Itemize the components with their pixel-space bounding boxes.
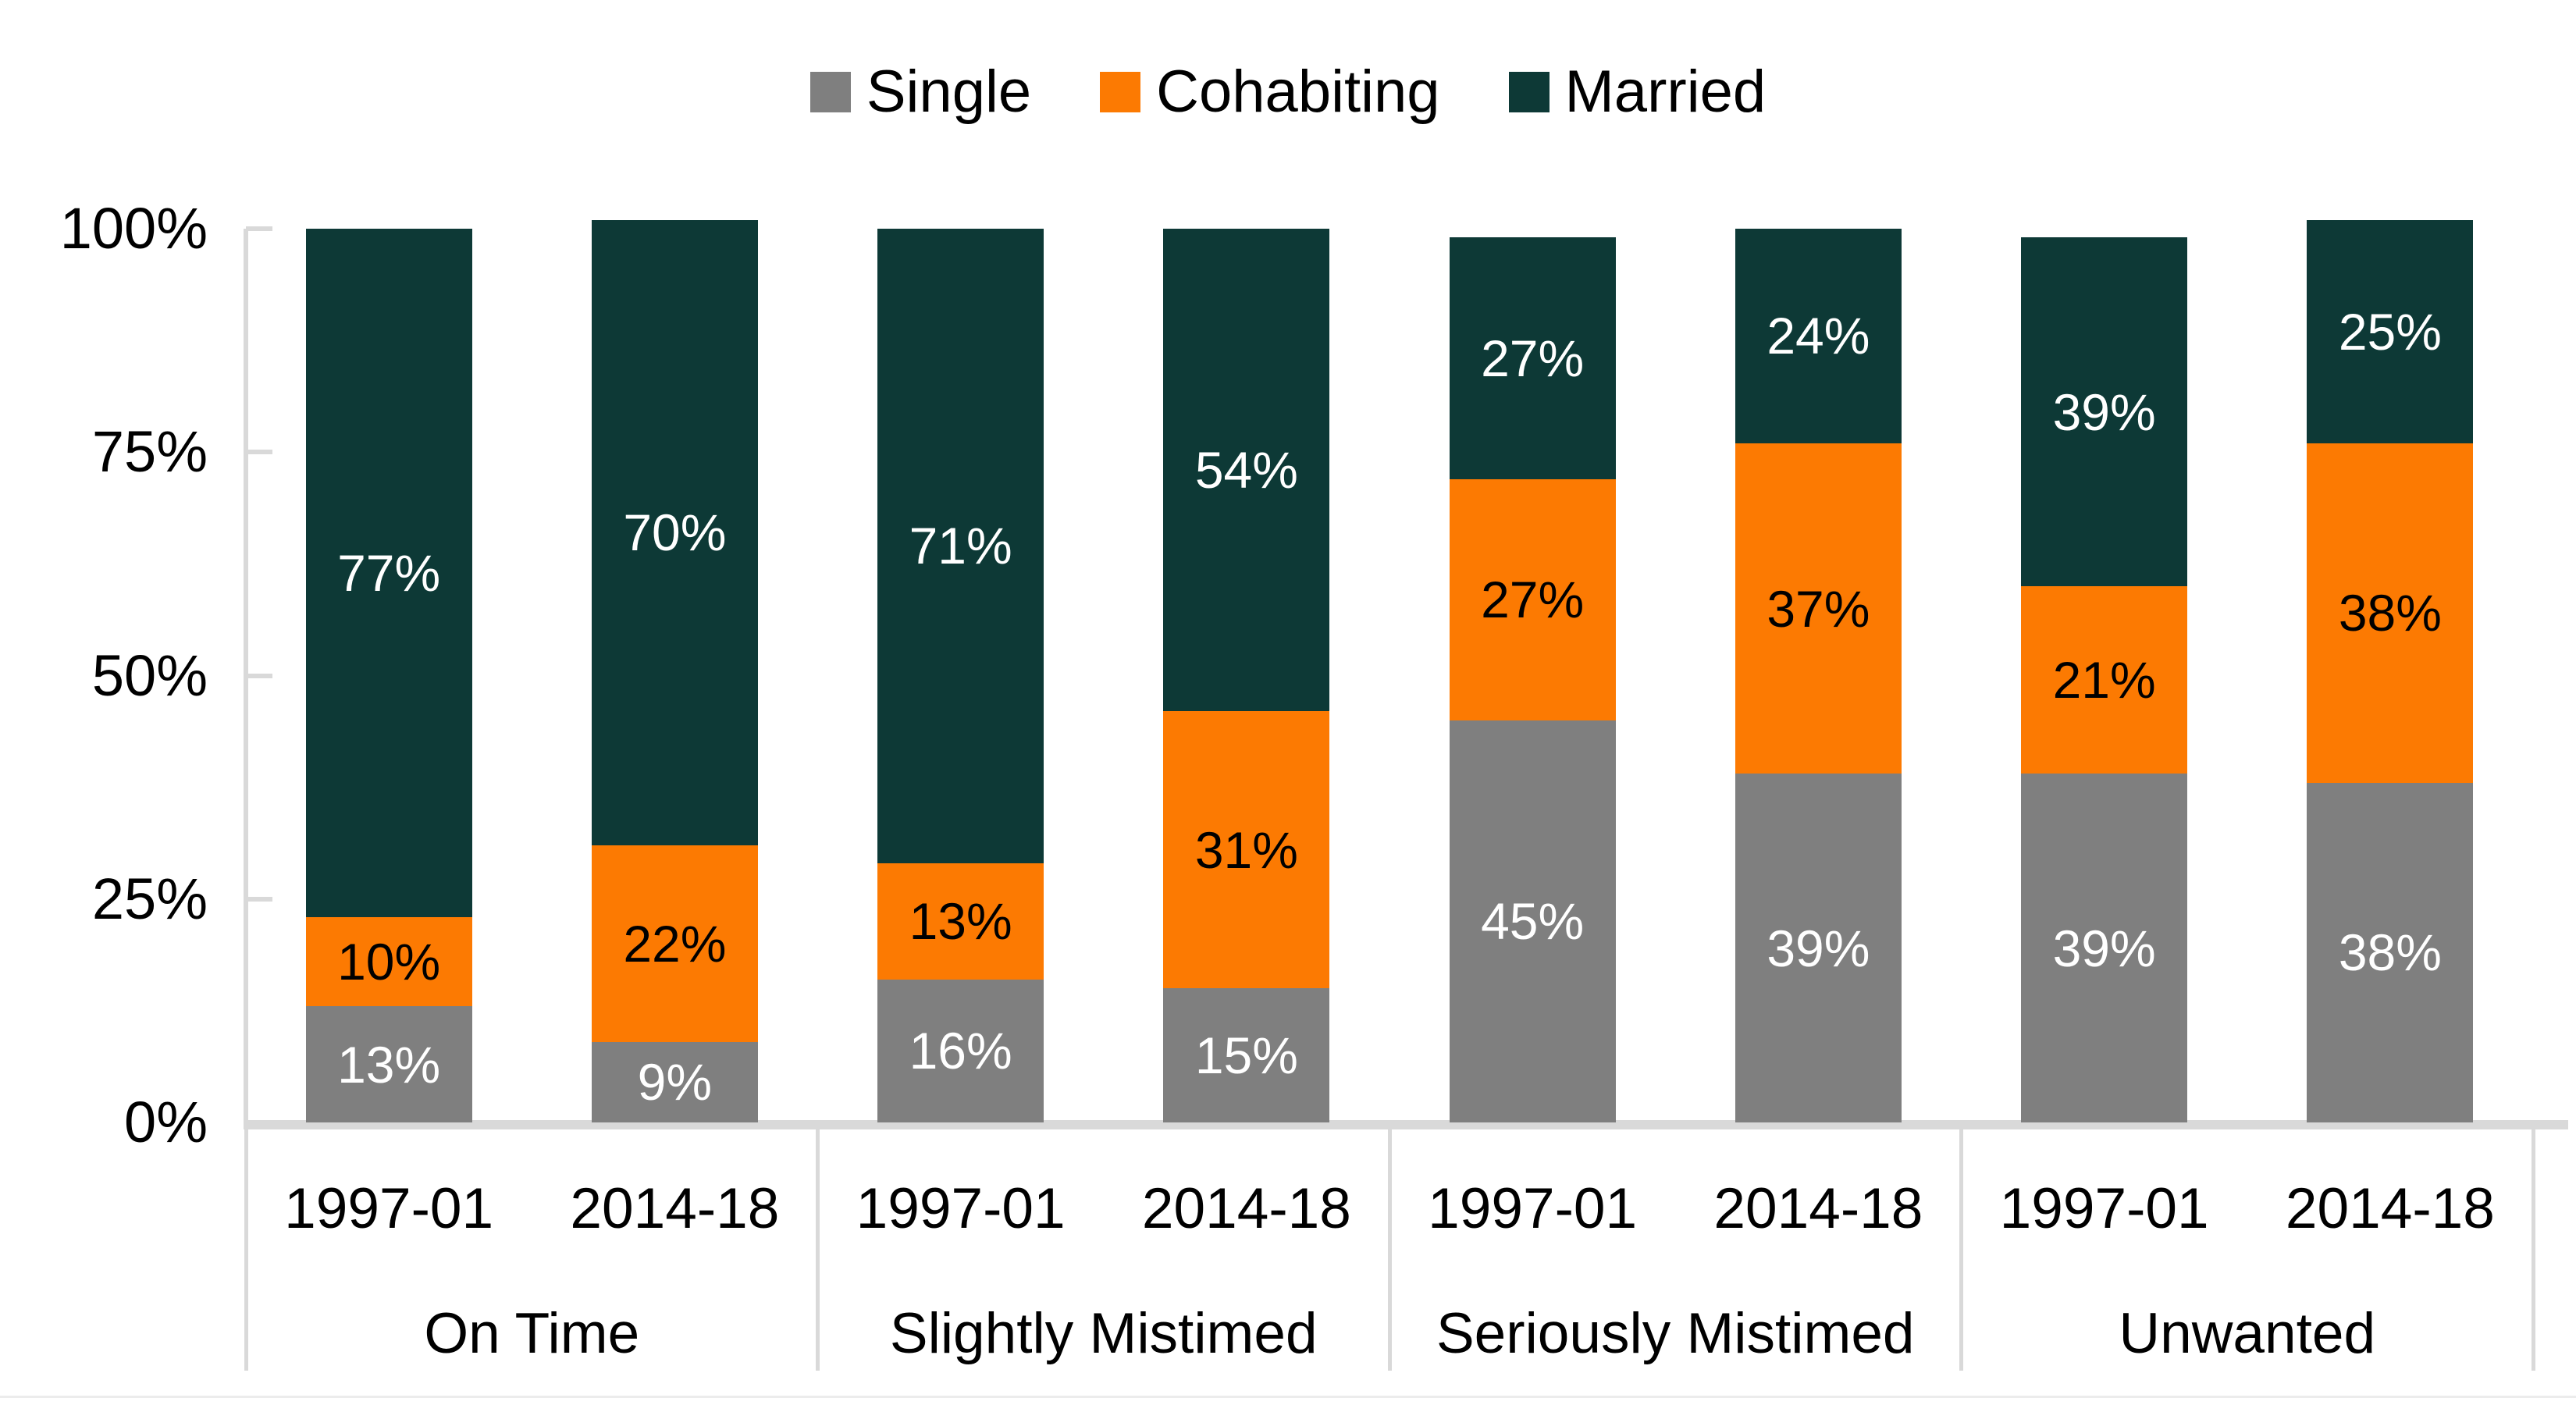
data-label-married-on-time-2014-18: 70% bbox=[623, 503, 727, 562]
bar-segment-married-on-time-1997-01: 77% bbox=[305, 229, 472, 917]
bar-segment-cohabiting-unwanted-2014-18: 38% bbox=[2307, 443, 2474, 783]
bar-segment-cohabiting-unwanted-1997-01: 21% bbox=[2021, 586, 2188, 774]
data-label-cohabiting-unwanted-1997-01: 21% bbox=[2052, 651, 2156, 710]
x-axis-period-label-unwanted-2014-18: 2014-18 bbox=[2285, 1177, 2495, 1240]
data-label-single-unwanted-2014-18: 38% bbox=[2338, 923, 2442, 982]
legend-swatch-cohabiting bbox=[1100, 72, 1141, 112]
x-axis-group-label-slightly-mistimed: Slightly Mistimed bbox=[889, 1302, 1318, 1365]
x-axis-group-label-seriously-mistimed: Seriously Mistimed bbox=[1436, 1302, 1915, 1365]
bar-segment-cohabiting-seriously-mistimed-1997-01: 27% bbox=[1449, 478, 1616, 720]
x-axis-period-label-slightly-mistimed-2014-18: 2014-18 bbox=[1141, 1177, 1351, 1240]
data-label-married-on-time-1997-01: 77% bbox=[337, 543, 441, 602]
category-separator bbox=[1387, 1127, 1392, 1371]
bar-segment-married-seriously-mistimed-2014-18: 24% bbox=[1735, 229, 1902, 443]
data-label-single-on-time-2014-18: 9% bbox=[637, 1053, 713, 1112]
data-label-single-unwanted-1997-01: 39% bbox=[2052, 919, 2156, 977]
x-axis-group-label-on-time: On Time bbox=[424, 1302, 640, 1365]
x-axis-line bbox=[244, 1120, 2568, 1129]
legend: Single Cohabiting Married bbox=[0, 62, 2576, 122]
bar-segment-single-unwanted-1997-01: 39% bbox=[2021, 774, 2188, 1122]
x-axis-period-label-on-time-2014-18: 2014-18 bbox=[570, 1177, 780, 1240]
data-label-married-unwanted-2014-18: 25% bbox=[2338, 302, 2442, 361]
bar-segment-married-seriously-mistimed-1997-01: 27% bbox=[1449, 237, 1616, 479]
category-separator bbox=[1959, 1127, 1963, 1371]
x-axis-period-label-on-time-1997-01: 1997-01 bbox=[284, 1177, 494, 1240]
data-label-married-slightly-mistimed-2014-18: 54% bbox=[1194, 441, 1298, 500]
bar-segment-cohabiting-on-time-1997-01: 10% bbox=[305, 916, 472, 1007]
legend-swatch-single bbox=[809, 72, 851, 112]
x-axis-group-label-unwanted: Unwanted bbox=[2119, 1302, 2376, 1365]
data-label-cohabiting-slightly-mistimed-1997-01: 13% bbox=[909, 892, 1012, 951]
data-label-single-slightly-mistimed-1997-01: 16% bbox=[909, 1022, 1012, 1080]
bar-segment-married-slightly-mistimed-2014-18: 54% bbox=[1163, 229, 1330, 712]
data-label-single-slightly-mistimed-2014-18: 15% bbox=[1194, 1026, 1298, 1085]
data-label-cohabiting-on-time-1997-01: 10% bbox=[337, 932, 441, 991]
legend-label-single: Single bbox=[866, 59, 1032, 125]
data-label-cohabiting-slightly-mistimed-2014-18: 31% bbox=[1194, 820, 1298, 879]
data-label-cohabiting-on-time-2014-18: 22% bbox=[623, 914, 727, 973]
y-axis-tick-100 bbox=[246, 226, 272, 231]
y-axis-label-25: 25% bbox=[91, 866, 208, 931]
category-separator bbox=[816, 1127, 820, 1371]
y-axis-label-0: 0% bbox=[124, 1090, 208, 1154]
data-label-single-on-time-1997-01: 13% bbox=[337, 1035, 441, 1094]
bar-segment-cohabiting-seriously-mistimed-2014-18: 37% bbox=[1735, 443, 1902, 774]
legend-label-married: Married bbox=[1564, 59, 1767, 125]
category-separator bbox=[244, 1127, 248, 1371]
legend-item-single: Single bbox=[809, 59, 1032, 125]
y-axis-label-100: 100% bbox=[59, 196, 208, 261]
data-label-married-slightly-mistimed-1997-01: 71% bbox=[909, 517, 1012, 575]
data-label-cohabiting-seriously-mistimed-1997-01: 27% bbox=[1481, 571, 1585, 629]
bar-segment-married-slightly-mistimed-1997-01: 71% bbox=[877, 229, 1044, 863]
bar-segment-married-on-time-2014-18: 70% bbox=[591, 219, 758, 846]
y-axis-tick-50 bbox=[246, 673, 272, 678]
x-axis-period-label-seriously-mistimed-2014-18: 2014-18 bbox=[1713, 1177, 1923, 1240]
bar-segment-single-on-time-1997-01: 13% bbox=[305, 1006, 472, 1122]
y-axis-label-50: 50% bbox=[91, 642, 208, 708]
bar-segment-single-seriously-mistimed-2014-18: 39% bbox=[1735, 774, 1902, 1122]
legend-swatch-married bbox=[1508, 72, 1550, 112]
bar-segment-married-unwanted-1997-01: 39% bbox=[2021, 237, 2188, 586]
legend-label-cohabiting: Cohabiting bbox=[1156, 59, 1440, 125]
bar-segment-cohabiting-slightly-mistimed-1997-01: 13% bbox=[877, 863, 1044, 980]
data-label-married-seriously-mistimed-2014-18: 24% bbox=[1767, 307, 1870, 365]
y-axis-tick-75 bbox=[246, 450, 272, 455]
y-axis-label-75: 75% bbox=[91, 419, 208, 485]
bar-segment-cohabiting-slightly-mistimed-2014-18: 31% bbox=[1163, 711, 1330, 989]
bar-segment-single-unwanted-2014-18: 38% bbox=[2307, 782, 2474, 1122]
chart-bottom-border bbox=[0, 1396, 2576, 1398]
y-axis-tick-25 bbox=[246, 896, 272, 902]
data-label-single-seriously-mistimed-1997-01: 45% bbox=[1481, 892, 1585, 951]
bar-segment-single-seriously-mistimed-1997-01: 45% bbox=[1449, 720, 1616, 1122]
data-label-cohabiting-seriously-mistimed-2014-18: 37% bbox=[1767, 579, 1870, 638]
data-label-married-seriously-mistimed-1997-01: 27% bbox=[1481, 329, 1585, 387]
bar-segment-single-slightly-mistimed-1997-01: 16% bbox=[877, 979, 1044, 1122]
data-label-single-seriously-mistimed-2014-18: 39% bbox=[1767, 919, 1870, 977]
bar-segment-cohabiting-on-time-2014-18: 22% bbox=[591, 845, 758, 1042]
x-axis-period-label-slightly-mistimed-1997-01: 1997-01 bbox=[856, 1177, 1066, 1240]
data-label-married-unwanted-1997-01: 39% bbox=[2052, 382, 2156, 441]
x-axis-period-label-seriously-mistimed-1997-01: 1997-01 bbox=[1428, 1177, 1638, 1240]
data-label-cohabiting-unwanted-2014-18: 38% bbox=[2338, 584, 2442, 642]
legend-item-cohabiting: Cohabiting bbox=[1100, 59, 1440, 125]
bar-segment-single-slightly-mistimed-2014-18: 15% bbox=[1163, 988, 1330, 1122]
y-axis-line bbox=[244, 229, 248, 1122]
bar-segment-married-unwanted-2014-18: 25% bbox=[2307, 219, 2474, 443]
legend-item-married: Married bbox=[1508, 59, 1767, 125]
x-axis-period-label-unwanted-1997-01: 1997-01 bbox=[1999, 1177, 2209, 1240]
category-separator bbox=[2531, 1127, 2535, 1371]
bar-segment-single-on-time-2014-18: 9% bbox=[591, 1041, 758, 1122]
